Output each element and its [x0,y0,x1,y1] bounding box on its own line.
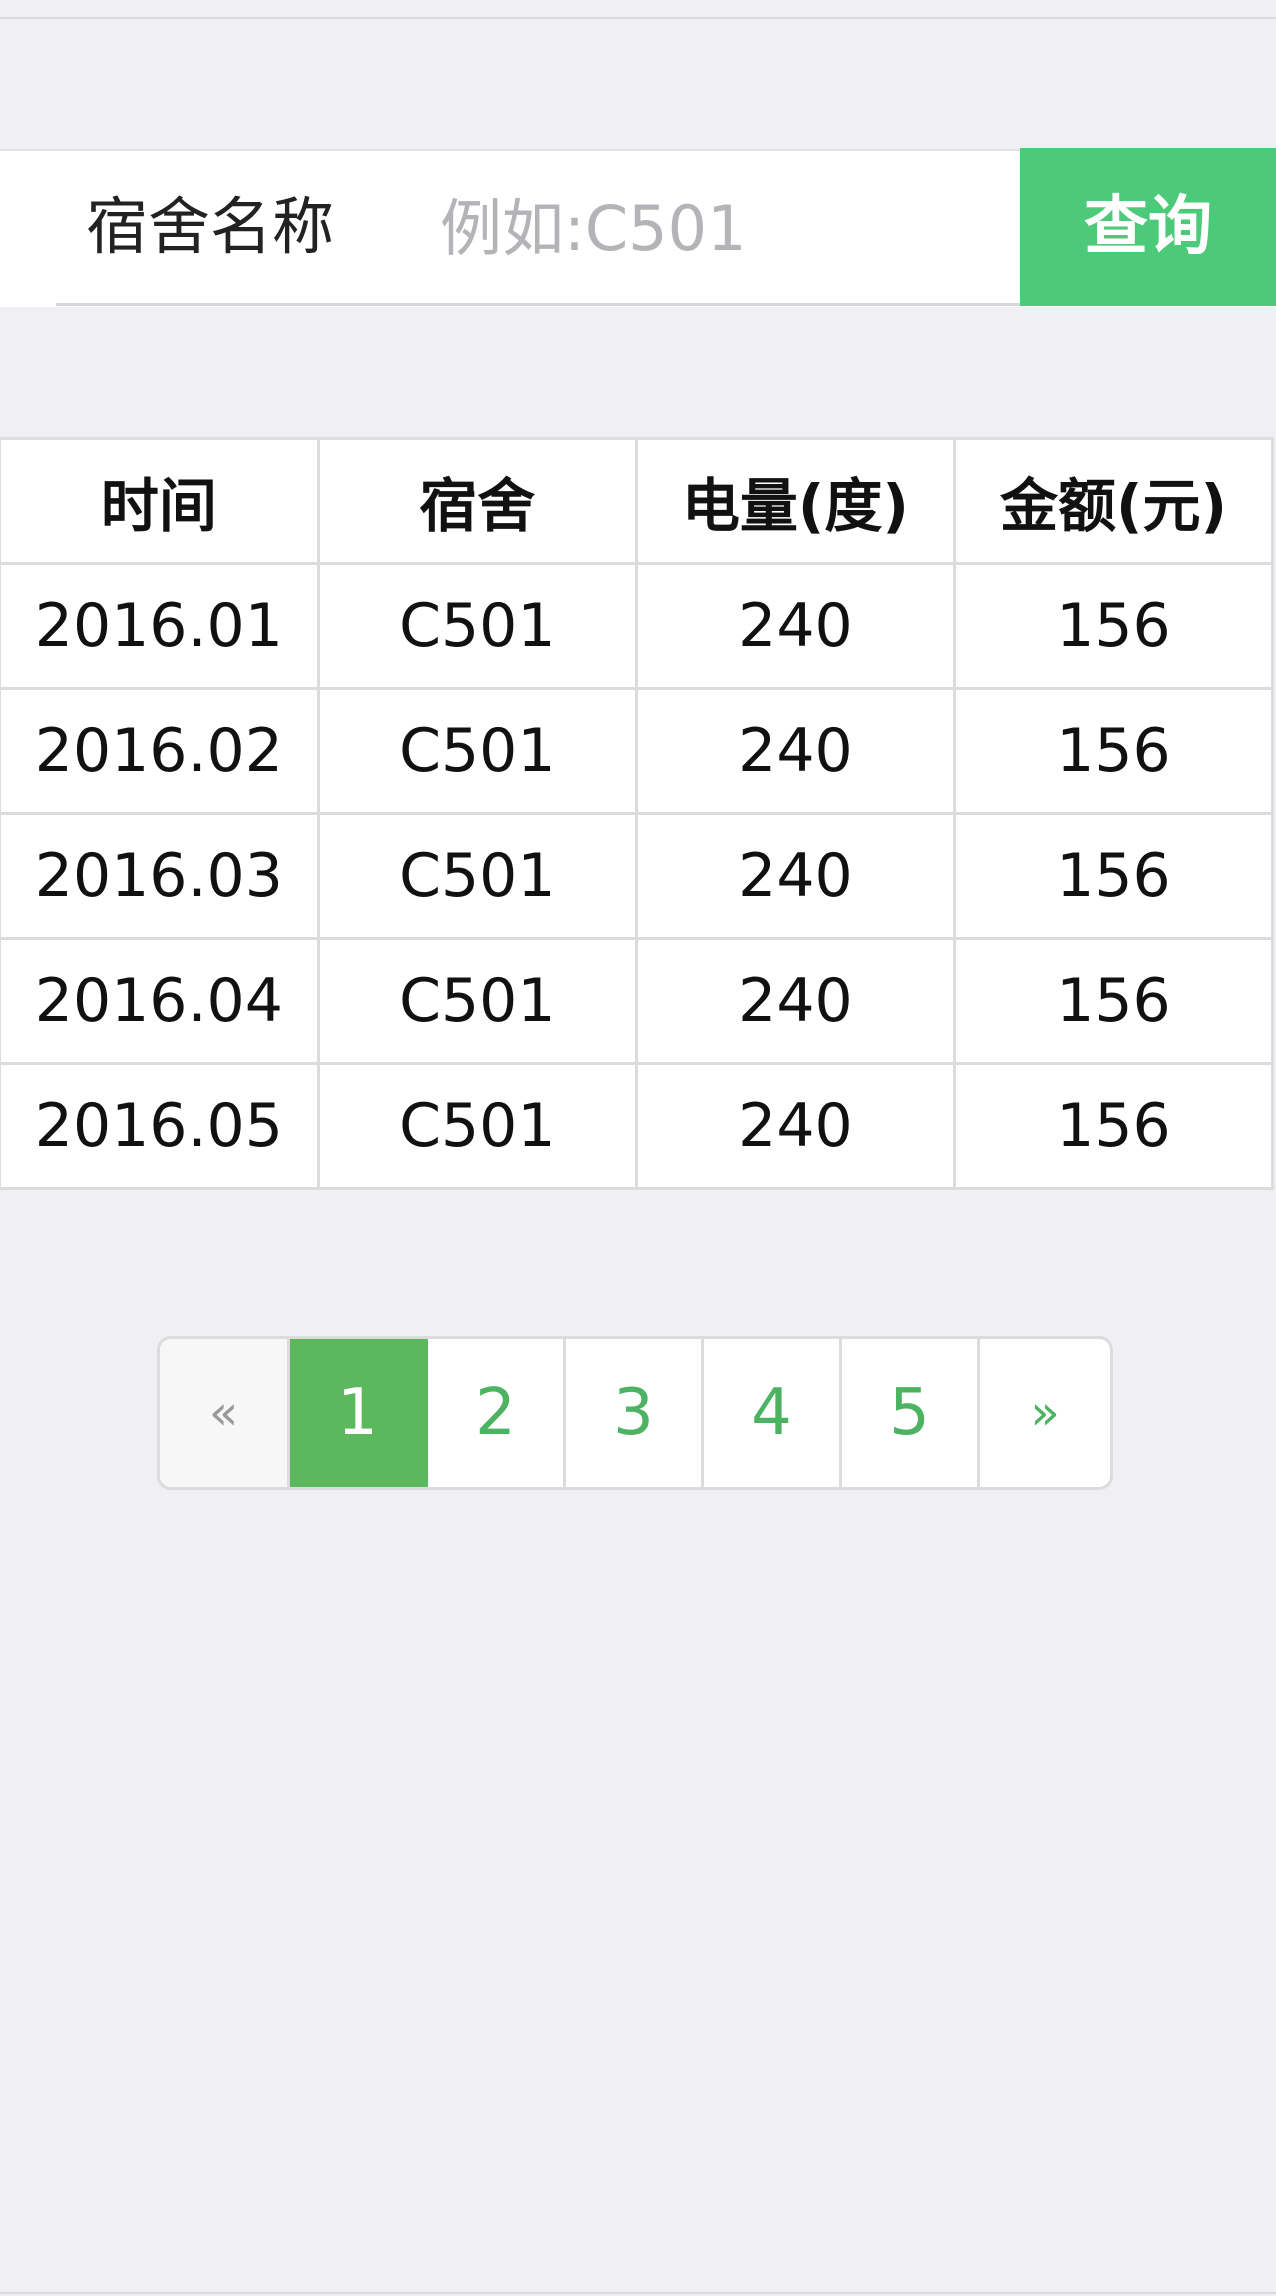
cell-power: 240 [634,937,956,1065]
header-dorm: 宿舍 [316,437,638,565]
table-row: 2016.03 C501 240 156 [0,812,1275,940]
cell-dorm: C501 [316,812,638,940]
page-button-4[interactable]: 4 [704,1339,842,1487]
cell-power: 240 [634,687,956,815]
table-row: 2016.01 C501 240 156 [0,562,1275,690]
cell-time: 2016.03 [0,812,320,940]
electricity-table: 时间 宿舍 电量(度) 金额(元) 2016.01 C501 240 156 2… [0,437,1275,1190]
pagination-next-button[interactable]: » [1030,1385,1060,1441]
cell-amount: 156 [952,1062,1275,1190]
cell-time: 2016.04 [0,937,320,1065]
pagination: « 1 2 3 4 5 » [157,1336,1113,1490]
table-row: 2016.05 C501 240 156 [0,1062,1275,1190]
cell-amount: 156 [952,687,1275,815]
header-power: 电量(度) [634,437,956,565]
search-button[interactable]: 查询 [1020,148,1276,306]
page-button-5[interactable]: 5 [842,1339,980,1487]
header-time: 时间 [0,437,320,565]
page-button-1[interactable]: 1 [290,1339,428,1487]
pagination-prev-button[interactable]: « [160,1339,290,1487]
page-button-2[interactable]: 2 [428,1339,566,1487]
search-underline [56,303,1276,306]
cell-dorm: C501 [316,562,638,690]
table-header-row: 时间 宿舍 电量(度) 金额(元) [0,437,1275,565]
top-divider [0,17,1276,19]
search-label: 宿舍名称 [86,190,335,263]
search-input[interactable] [440,170,1000,286]
cell-amount: 156 [952,562,1275,690]
cell-time: 2016.05 [0,1062,320,1190]
cell-amount: 156 [952,812,1275,940]
table-row: 2016.04 C501 240 156 [0,937,1275,1065]
cell-dorm: C501 [316,687,638,815]
cell-dorm: C501 [316,937,638,1065]
cell-dorm: C501 [316,1062,638,1190]
table-row: 2016.02 C501 240 156 [0,687,1275,815]
cell-power: 240 [634,562,956,690]
page-button-3[interactable]: 3 [566,1339,704,1487]
cell-power: 240 [634,1062,956,1190]
bottom-divider [0,2292,1276,2294]
cell-power: 240 [634,812,956,940]
cell-time: 2016.02 [0,687,320,815]
cell-amount: 156 [952,937,1275,1065]
cell-time: 2016.01 [0,562,320,690]
header-amount: 金额(元) [952,437,1275,565]
